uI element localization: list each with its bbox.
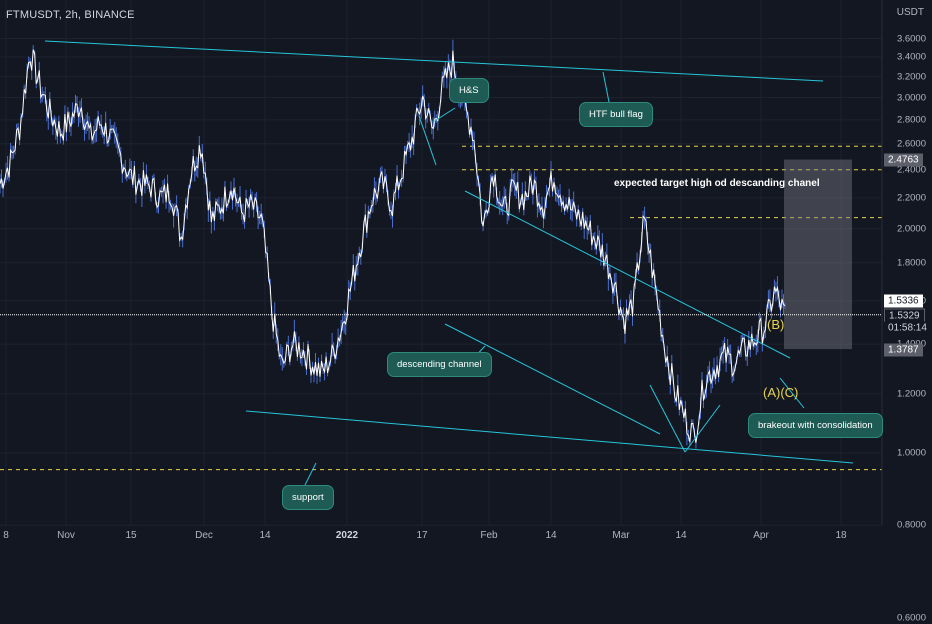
axis-currency: USDT (896, 7, 924, 18)
support-note[interactable]: support (282, 485, 334, 510)
expected-target-text[interactable]: expected target high od descanding chane… (614, 178, 820, 189)
trendline (602, 71, 610, 103)
trendline (245, 410, 854, 464)
y-tick-label: 0.6000 (896, 612, 926, 624)
x-tick-label: Nov (57, 530, 75, 541)
separator-2: , (77, 9, 85, 21)
trendline (779, 377, 805, 409)
lower-price-tag: 1.3787 (884, 343, 923, 357)
y-tick-label: 3.6000 (896, 33, 926, 44)
y-tick-label: 1.8000 (896, 257, 926, 269)
target-projection-box (784, 159, 852, 350)
x-tick-label: Feb (480, 530, 498, 541)
interval: 2h (65, 9, 78, 21)
wave-ac-label: (A)(C) (763, 385, 799, 400)
x-tick-label: 18 (835, 530, 847, 541)
trendline (464, 190, 791, 359)
symbol-title[interactable]: FTMUSDT, 2h, BINANCE (6, 9, 135, 21)
y-tick-label: 1.0000 (896, 447, 926, 459)
price-line (0, 49, 786, 443)
y-tick-label: 2.6000 (896, 138, 926, 150)
trendline (44, 40, 824, 82)
y-tick-label: 3.4000 (896, 51, 926, 63)
horizontal-levels (0, 145, 882, 471)
trendlines (44, 40, 854, 486)
separator-1: , (58, 9, 66, 21)
trendline (304, 462, 317, 486)
y-tick-label: 2.0000 (896, 223, 926, 235)
y-tick-label: 2.8000 (896, 114, 926, 126)
breakout-note[interactable]: brakeout with consolidation (748, 413, 883, 438)
x-tick-label: 14 (259, 530, 271, 541)
x-tick-label: 8 (3, 530, 9, 541)
trendline (649, 384, 686, 453)
x-tick-label: 15 (125, 530, 137, 541)
price-series (0, 39, 786, 449)
y-tick-label: 2.2000 (896, 192, 926, 204)
wave-b-label: (B) (767, 317, 785, 332)
trendline (684, 404, 721, 453)
trendline (432, 107, 456, 123)
y-tick-label: 3.2000 (896, 71, 926, 83)
x-tick-label: Apr (753, 530, 769, 541)
candle-countdown: 01:58:14 (884, 321, 931, 335)
y-tick-label: 3.0000 (896, 92, 926, 103)
x-tick-label: Mar (612, 530, 630, 541)
y-tick-label: 0.8000 (896, 519, 926, 531)
chart-grid (0, 0, 882, 526)
x-tick-label: 14 (675, 530, 687, 541)
symbol-name: FTMUSDT (6, 9, 59, 21)
upper-price-tag: 1.5336 (884, 294, 923, 308)
x-tick-label: Dec (195, 530, 213, 541)
y-tick-label: 2.4000 (896, 164, 926, 176)
trendline (444, 323, 661, 435)
x-tick-label: 14 (545, 530, 557, 541)
price-chart[interactable] (0, 0, 932, 550)
hs-note[interactable]: H&S (449, 78, 489, 103)
y-tick-label: 1.2000 (896, 388, 926, 400)
exchange: BINANCE (84, 9, 135, 21)
target-price-tag: 2.4763 (884, 153, 923, 167)
trendline (418, 115, 437, 166)
htf-bull-flag-note[interactable]: HTF bull flag (579, 102, 653, 127)
descending-channel-note[interactable]: descending channel (387, 352, 492, 377)
x-tick-label: 17 (416, 530, 428, 541)
x-tick-label: 2022 (335, 530, 359, 541)
